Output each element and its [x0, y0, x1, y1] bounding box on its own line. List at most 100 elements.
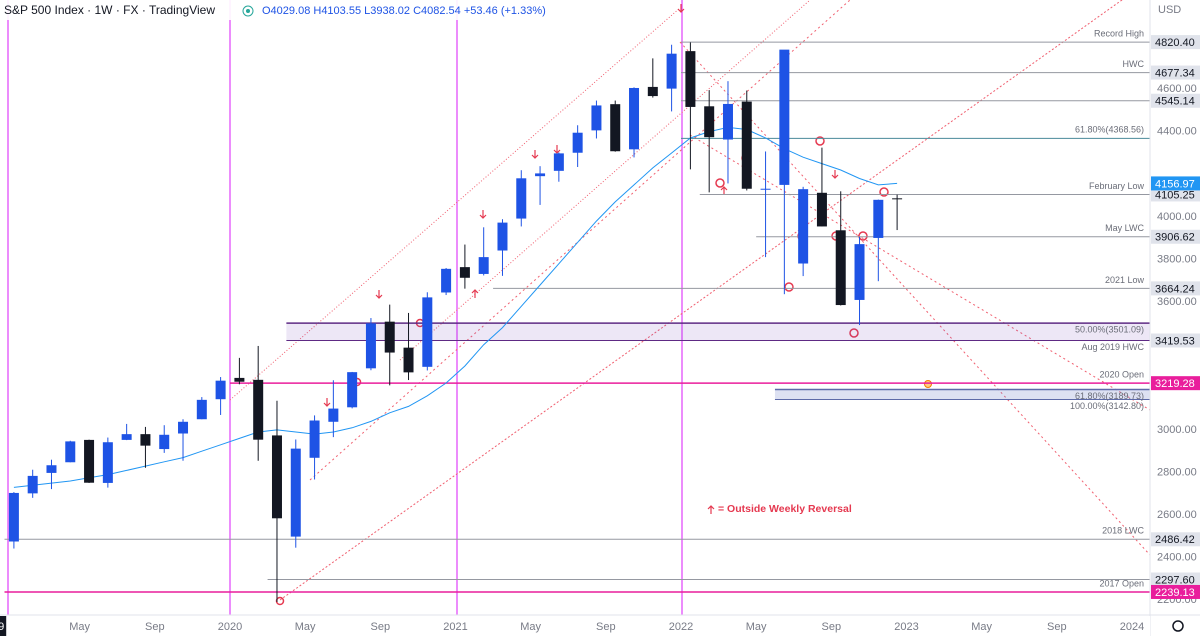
- price-badge-bg: [1151, 376, 1200, 391]
- price-badge-bg: [1151, 572, 1200, 587]
- annotation-arrow: [707, 505, 715, 514]
- ma-badge-bg: [1151, 176, 1200, 191]
- reversal-arrow: [553, 145, 561, 154]
- candle-body: [647, 86, 658, 97]
- level-label: 2020 Open: [1099, 370, 1144, 380]
- price-badge-bg: [1151, 187, 1200, 202]
- y-tick-label: 3600.00: [1157, 296, 1197, 308]
- ma-badge: 4156.97: [1155, 178, 1195, 190]
- candle-body: [892, 198, 903, 200]
- y-tick-label: 3000.00: [1157, 424, 1197, 436]
- channel-line: [399, 0, 811, 361]
- zone-band: [286, 323, 1150, 341]
- pivot-marker: [815, 136, 825, 146]
- candle-body: [835, 230, 846, 306]
- price-badge: 3906.62: [1155, 232, 1195, 244]
- price-badge: 4677.34: [1155, 67, 1195, 79]
- x-tick-label: 2022: [669, 621, 693, 633]
- header-bg: [0, 0, 540, 20]
- x-tick-label: May: [295, 621, 316, 633]
- candle-body: [535, 173, 546, 177]
- y-tick-label: 2600.00: [1157, 509, 1197, 521]
- reversal-arrow: [471, 289, 479, 298]
- candle-body: [384, 321, 395, 353]
- zone-label: 50.00%(3501.09): [1075, 325, 1144, 335]
- pivot-marker: [879, 187, 889, 197]
- candle-body: [666, 53, 677, 89]
- candle-body: [422, 297, 433, 367]
- x-tick-label: May: [520, 621, 541, 633]
- candle-body: [553, 153, 564, 171]
- candle-body: [816, 192, 827, 227]
- candle-body: [741, 101, 752, 189]
- price-badge-bg: [1151, 65, 1200, 80]
- y-tick-label: 4400.00: [1157, 126, 1197, 138]
- candle-body: [309, 420, 320, 458]
- candle-body: [196, 399, 207, 420]
- zone-label: Aug 2019 HWC: [1081, 342, 1144, 352]
- x-axis-bg: [0, 616, 1150, 636]
- reversal-arrow: [479, 210, 487, 219]
- x-tick-label: Sep: [596, 621, 616, 633]
- level-label: Record High: [1094, 28, 1144, 38]
- candle-body: [873, 199, 884, 238]
- candle-body: [253, 379, 264, 440]
- candle-body: [722, 103, 733, 140]
- pivot-marker: [858, 231, 868, 241]
- x-tick-label: 2023: [894, 621, 918, 633]
- candle-body: [102, 442, 113, 483]
- x-tick-label: Sep: [371, 621, 391, 633]
- x-axis: 7 Jan '19 May Sep 2020 May Sep 2021 May Sep 2022 M…: [0, 616, 1150, 636]
- reversal-arrow: [677, 4, 685, 13]
- price-badge: 2297.60: [1155, 574, 1195, 586]
- candle-body: [84, 439, 95, 483]
- zone-label: 100.00%(3142.80): [1070, 401, 1144, 411]
- price-badge-bg: [1151, 281, 1200, 296]
- candle-body: [328, 408, 339, 422]
- candle-body: [234, 377, 245, 382]
- ohlc-values: O4029.08 H4103.55 L3938.02 C4082.54 +53.…: [262, 5, 546, 17]
- y-tick-label: 3800.00: [1157, 253, 1197, 265]
- price-badge-bg: [1151, 584, 1200, 599]
- x-tick-label: Sep: [1047, 621, 1067, 633]
- candle-body: [459, 267, 470, 278]
- candle-body: [685, 51, 696, 107]
- pivot-marker: [924, 380, 932, 388]
- price-badge: 3419.53: [1155, 335, 1195, 347]
- candle-body: [290, 448, 301, 537]
- annotation: = Outside Weekly Reversal: [718, 503, 852, 515]
- candle-body: [347, 372, 358, 408]
- channel-line: [229, 7, 681, 401]
- price-badge: 3219.28: [1155, 378, 1195, 390]
- x-tick-label: Sep: [145, 621, 165, 633]
- x-tick-label: May: [971, 621, 992, 633]
- reversal-arrow: [375, 290, 383, 299]
- reversal-arrow: [720, 186, 728, 195]
- x-tick-label: May: [69, 621, 90, 633]
- y-tick-label: 4600.00: [1157, 83, 1197, 95]
- y-tick-label: 2400.00: [1157, 552, 1197, 564]
- settings-icon[interactable]: [1172, 620, 1184, 632]
- candle-body: [798, 189, 809, 264]
- level-label: May LWC: [1105, 223, 1144, 233]
- price-badge-bg: [1151, 229, 1200, 244]
- pivot-marker: [784, 282, 794, 292]
- x-tick-label: Sep: [822, 621, 842, 633]
- candle-body: [159, 434, 170, 450]
- candle-body: [704, 106, 715, 138]
- level-label: 2021 Low: [1105, 275, 1145, 285]
- candle-body: [178, 421, 189, 434]
- level-label: 2017 Open: [1099, 578, 1144, 588]
- price-badge: 4545.14: [1155, 96, 1195, 108]
- candle-body: [572, 132, 583, 153]
- level-label: 61.80%(4368.56): [1075, 125, 1144, 135]
- price-badge-bg: [1151, 532, 1200, 547]
- x-tick-label: May: [746, 621, 767, 633]
- candle-body: [591, 105, 602, 131]
- reversal-arrow: [831, 170, 839, 179]
- x-tick-label: 7 Jan '19: [0, 621, 4, 633]
- level-label: February Low: [1089, 181, 1145, 191]
- candle-body: [27, 475, 38, 494]
- x-tick-label: 2020: [218, 621, 242, 633]
